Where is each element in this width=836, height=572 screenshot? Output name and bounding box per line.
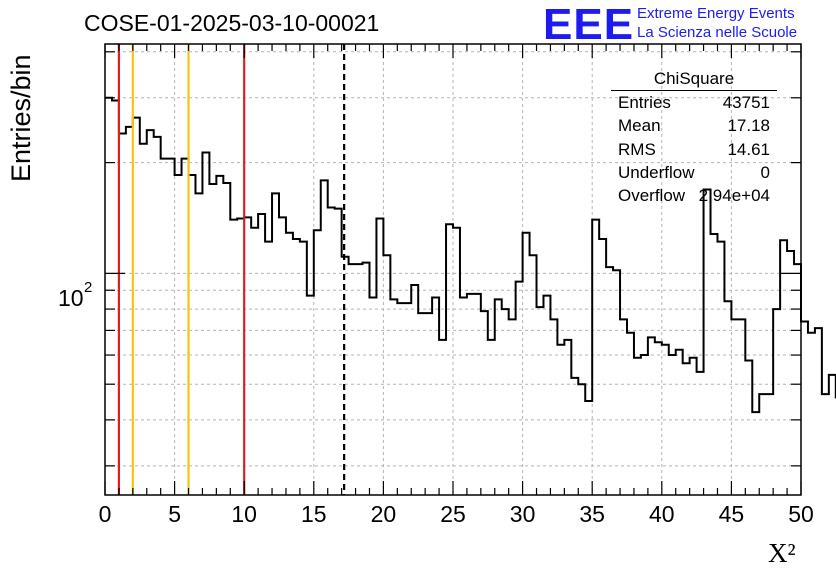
stats-row-overflow: Overflow 2.94e+04 (611, 184, 777, 207)
x-tick-label: 15 (301, 501, 327, 527)
x-tick-label: 0 (99, 501, 112, 527)
stats-key: Overflow (618, 186, 686, 206)
plot-frame (104, 43, 802, 496)
grid-lines (105, 44, 801, 495)
x-tick-label: 10 (231, 501, 257, 527)
stats-row-underflow: Underflow 0 (611, 161, 777, 184)
y-tick-label-100-base: 10 (58, 285, 84, 311)
stats-row-entries: Entries 43751 (611, 91, 777, 114)
x-axis-label: X² (768, 538, 796, 568)
histogram-line (105, 96, 836, 414)
x-tick-label: 40 (649, 501, 675, 527)
stats-row-rms: RMS 14.61 (611, 138, 777, 161)
stats-key: Mean (618, 116, 661, 136)
stats-key: RMS (618, 139, 656, 159)
x-tick-labels: 0 5 10 15 20 25 30 35 40 45 50 (99, 501, 814, 527)
stats-title: ChiSquare (611, 68, 777, 91)
stats-row-mean: Mean 17.18 (611, 114, 777, 137)
marker-lines (117, 44, 346, 495)
stats-value: 0 (760, 162, 770, 182)
stats-key: Underflow (618, 162, 695, 182)
y-axis-label: Entries/bin (6, 54, 36, 182)
x-tick-label: 30 (510, 501, 536, 527)
stats-value: 14.61 (727, 139, 770, 159)
logo-line-2: La Scienza nelle Scuole (637, 24, 798, 41)
logo-line-1: Extreme Energy Events (637, 5, 795, 22)
histogram-series (105, 96, 836, 414)
y-tick-label-100-exponent: 2 (84, 279, 92, 296)
stats-value: 2.94e+04 (698, 186, 770, 206)
axis-ticks (104, 44, 802, 495)
stats-box: ChiSquare Entries 43751 Mean 17.18 RMS 1… (611, 68, 777, 211)
x-tick-label: 50 (788, 501, 814, 527)
x-tick-label: 5 (168, 501, 181, 527)
stats-value: 17.18 (727, 116, 770, 136)
y-tick-labels: 10 2 (58, 279, 92, 311)
x-tick-label: 20 (371, 501, 397, 527)
stats-value: 43751 (722, 93, 770, 112)
plot-title: COSE-01-2025-03-10-00021 (84, 10, 380, 36)
eee-logo: EEE (543, 0, 635, 49)
stats-key: Entries (618, 93, 671, 112)
x-tick-label: 25 (440, 501, 466, 527)
x-tick-label: 35 (579, 501, 605, 527)
x-tick-label: 45 (719, 501, 745, 527)
